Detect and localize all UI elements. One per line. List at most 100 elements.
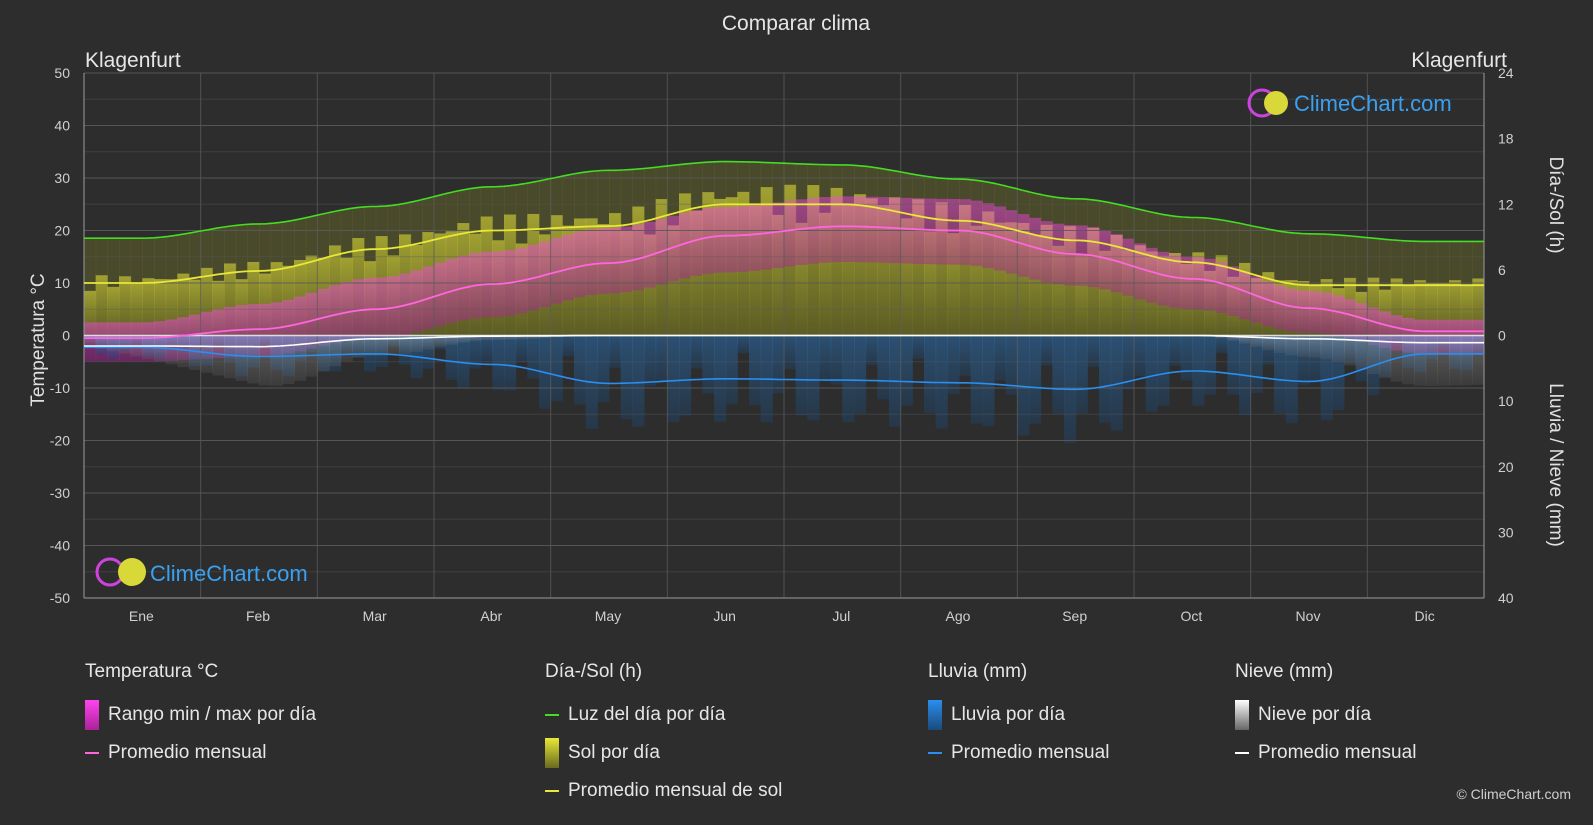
temp-range-bar <box>714 207 727 273</box>
rain-bar <box>970 335 983 424</box>
legend-rain-avg-label: Promedio mensual <box>951 742 1110 763</box>
temp-range-bar <box>819 197 832 263</box>
rain-bar <box>1227 335 1240 395</box>
snow-bar <box>200 335 213 373</box>
snow-bar <box>282 335 295 385</box>
snow-bar <box>1262 335 1275 351</box>
rain-bar <box>982 335 995 426</box>
rain-bar <box>819 335 832 381</box>
snow-bar <box>329 335 342 367</box>
snow-bar <box>387 335 400 356</box>
rain-bar-swatch <box>928 700 942 730</box>
rain-bar <box>1122 335 1135 389</box>
legend-snow-avg-label: Promedio mensual <box>1258 742 1417 763</box>
temp-range-bar <box>1239 271 1252 320</box>
rain-bar <box>667 335 680 423</box>
temp-range-bar <box>1122 238 1135 296</box>
temp-range-bar <box>1075 225 1088 286</box>
watermark-top-text: ClimeChart.com <box>1294 91 1452 116</box>
snow-bar <box>212 335 225 376</box>
rain-bar <box>900 335 913 406</box>
rain-bar <box>959 335 972 376</box>
y-axis-right-top-label: Día-/Sol (h) <box>1545 156 1566 253</box>
temp-range-bar <box>1215 262 1228 313</box>
rain-avg-line <box>84 346 1484 391</box>
y-tick-left: 10 <box>54 275 70 291</box>
rain-bar <box>644 335 657 387</box>
rain-bar <box>515 335 528 363</box>
x-tick-month: Nov <box>1296 608 1321 624</box>
legend-rain-bar-label: Lluvia por día <box>951 704 1066 725</box>
rain-bar <box>737 335 750 354</box>
rain-bar <box>690 335 703 369</box>
temp-range-bar <box>632 224 645 291</box>
watermark-bottom-text: ClimeChart.com <box>150 561 308 586</box>
temp-range-bar <box>935 198 948 265</box>
temp-range-bar <box>364 277 377 339</box>
temp-range-bar <box>375 277 388 338</box>
x-tick-month: Sep <box>1062 608 1087 624</box>
snow-bar <box>410 335 423 353</box>
legend-temperature: Temperatura °C Rango min / max por día P… <box>85 660 316 772</box>
temp-range-bar <box>1250 276 1263 323</box>
temp-range-bar <box>725 206 738 273</box>
y-tick-left: 20 <box>54 223 70 239</box>
temp-range-bar <box>702 208 715 274</box>
temp-range-bar <box>842 196 855 263</box>
temp-range-bar <box>352 279 365 340</box>
rain-bar <box>527 335 540 379</box>
temp-range-bar <box>1344 299 1357 339</box>
snow-bar <box>539 335 552 339</box>
snow-avg-swatch <box>1235 752 1249 754</box>
temp-range-bar <box>854 196 867 263</box>
rain-bar <box>830 335 843 385</box>
watermark-top: ClimeChart.com <box>1247 88 1452 118</box>
x-tick-month: Ago <box>946 608 971 624</box>
temp-range-bar <box>1320 292 1333 335</box>
rain-bar <box>492 335 505 391</box>
location-left: Klagenfurt <box>85 49 181 72</box>
legend-daylight-label: Luz del día por día <box>568 704 726 725</box>
legend-rain-bar: Lluvia por día <box>928 696 1109 734</box>
rain-bar <box>924 335 937 414</box>
rain-bar <box>1052 335 1065 415</box>
snow-bar <box>457 335 470 343</box>
snow-bar <box>165 335 178 365</box>
temp-range-bar <box>679 212 692 279</box>
y-axis-right-bottom-label: Lluvia / Nieve (mm) <box>1545 383 1566 547</box>
x-tick-month: Dic <box>1415 608 1435 624</box>
temp-range-bar <box>340 281 353 341</box>
temp-range-bar <box>574 231 587 298</box>
snow-bar <box>259 335 272 386</box>
y-tick-right-precip: 20 <box>1498 459 1514 475</box>
y-tick-right-precip: 10 <box>1498 393 1514 409</box>
rain-bar <box>1215 335 1228 354</box>
x-tick-month: Abr <box>480 608 502 624</box>
temp-range-bar <box>737 206 750 272</box>
rain-bar <box>1204 335 1217 395</box>
rain-bar <box>609 335 622 368</box>
rain-bar <box>1075 335 1088 414</box>
snow-bar <box>270 335 283 386</box>
legend-temp-range: Rango min / max por día <box>85 696 316 734</box>
legend-temp-range-label: Rango min / max por día <box>108 704 317 725</box>
copyright: © ClimeChart.com <box>1456 786 1571 802</box>
temp-range-bar <box>1005 210 1018 274</box>
rain-bar <box>912 335 925 359</box>
temp-range-bar <box>1262 281 1275 327</box>
rain-bar <box>504 335 517 391</box>
rain-bar <box>1285 335 1298 424</box>
temp-range-bar <box>399 273 412 335</box>
snow-bar <box>294 335 307 381</box>
legend-sun: Día-/Sol (h) Luz del día por día Sol por… <box>545 660 782 810</box>
rain-bar <box>784 335 797 370</box>
y-tick-left: -40 <box>50 538 70 554</box>
temp-range-bar <box>947 198 960 265</box>
rain-bar <box>842 335 855 423</box>
legend-sun-avg-label: Promedio mensual de sol <box>568 780 783 801</box>
rain-bar <box>655 335 668 383</box>
legend-snow-bar-label: Nieve por día <box>1258 704 1372 725</box>
rain-bar <box>1180 335 1193 381</box>
rain-bar <box>865 335 878 366</box>
